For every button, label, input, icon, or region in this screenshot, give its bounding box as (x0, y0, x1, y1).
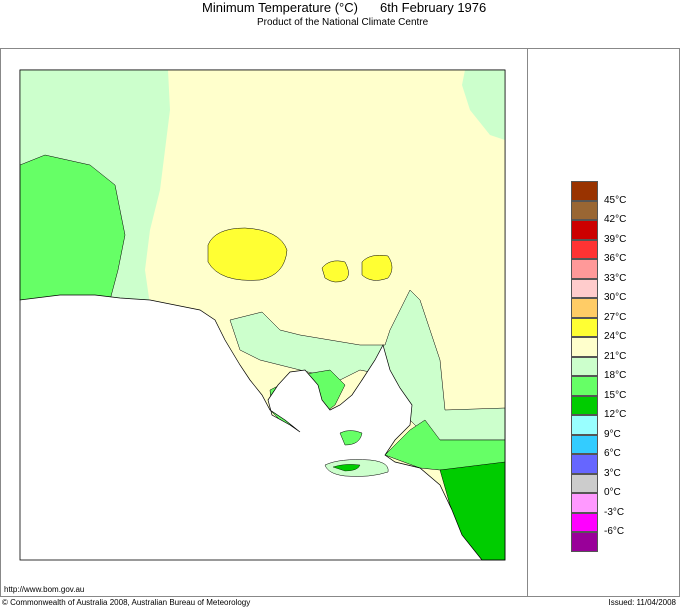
legend-label: 9°C (604, 428, 621, 440)
legend-swatch (571, 298, 598, 318)
legend-label: 45°C (604, 194, 627, 206)
legend-swatch (571, 434, 598, 454)
map-date: 6th February 1976 (380, 0, 487, 15)
legend-label: 27°C (604, 311, 627, 323)
legend-label: -6°C (604, 526, 625, 537)
zone-24-27-east-a (321, 260, 349, 283)
legend-divider (527, 48, 528, 596)
footer-issued: Issued: 11/04/2008 (608, 598, 676, 607)
legend-swatch (571, 200, 598, 220)
legend-swatch (571, 181, 598, 201)
legend-label: 33°C (604, 272, 627, 284)
legend-label: 36°C (604, 253, 627, 264)
legend-label: -3°C (604, 506, 625, 518)
legend-swatch (571, 259, 598, 279)
legend-swatch (571, 454, 598, 474)
legend-swatch (571, 317, 598, 337)
legend-label: 30°C (604, 292, 627, 303)
zone-15-18-southeast (384, 419, 505, 471)
legend-swatch (571, 512, 598, 532)
legend-label: 42°C (604, 214, 627, 225)
legend-swatch (571, 473, 598, 493)
legend-label: 12°C (604, 409, 627, 420)
map-subtitle: Product of the National Climate Centre (257, 17, 429, 28)
zone-12-15-southeast (439, 461, 505, 560)
legend-swatch (571, 376, 598, 396)
zone-18-21-gulfs (229, 289, 505, 441)
legend-label: 18°C (604, 370, 627, 381)
legend-label: 39°C (604, 233, 627, 245)
legend-swatch (571, 415, 598, 435)
legend-label: 3°C (604, 467, 621, 479)
legend-swatch (571, 337, 598, 357)
footer-url[interactable]: http://www.bom.gov.au (4, 585, 85, 594)
legend-label: 6°C (604, 448, 621, 459)
legend-swatch (571, 278, 598, 298)
legend-swatch (571, 220, 598, 240)
legend-swatch (571, 239, 598, 259)
legend-swatch (571, 493, 598, 513)
island-small (339, 430, 363, 446)
legend-label: 24°C (604, 331, 627, 342)
coastline (19, 69, 506, 561)
legend-swatch (571, 395, 598, 415)
map-title: Minimum Temperature (°C) (202, 0, 358, 15)
legend-swatch (571, 356, 598, 376)
legend-swatch (571, 532, 598, 552)
footer-copyright: © Commonwealth of Australia 2008, Austra… (2, 598, 251, 607)
kangaroo-island-cool-zone (332, 464, 361, 472)
legend-label: 15°C (604, 389, 627, 401)
zone-24-27-central (207, 227, 288, 281)
zone-18-21-northeast (462, 70, 505, 140)
zone-24-27-east-b (361, 255, 393, 281)
legend-label: 21°C (604, 350, 627, 362)
legend-label: 0°C (604, 487, 621, 498)
